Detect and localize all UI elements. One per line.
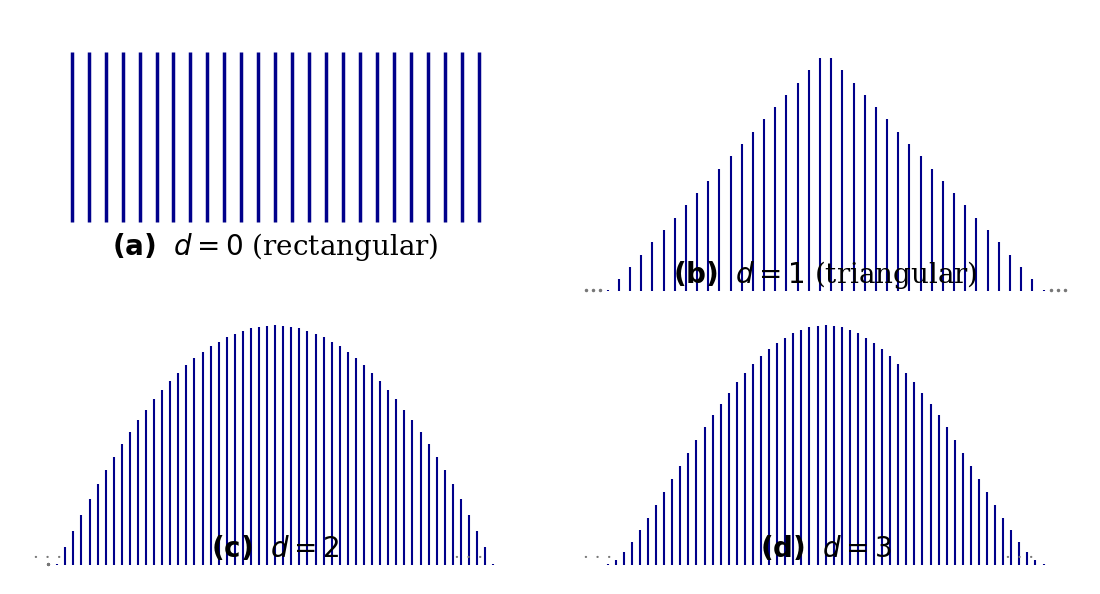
Text: . . .: . . . <box>583 544 612 562</box>
Text: . . .: . . . <box>33 544 62 562</box>
Text: $\mathbf{(c)}$  $d = 2$: $\mathbf{(c)}$ $d = 2$ <box>211 533 339 563</box>
Text: $\mathbf{(a)}$  $d = 0$ (rectangular): $\mathbf{(a)}$ $d = 0$ (rectangular) <box>112 230 438 263</box>
Text: . . .: . . . <box>1004 544 1033 562</box>
Text: $\mathbf{(b)}$  $d = 1$ (triangular): $\mathbf{(b)}$ $d = 1$ (triangular) <box>673 258 977 290</box>
Text: . . .: . . . <box>454 544 483 562</box>
Text: $\mathbf{(d)}$  $d = 3$: $\mathbf{(d)}$ $d = 3$ <box>759 533 891 563</box>
